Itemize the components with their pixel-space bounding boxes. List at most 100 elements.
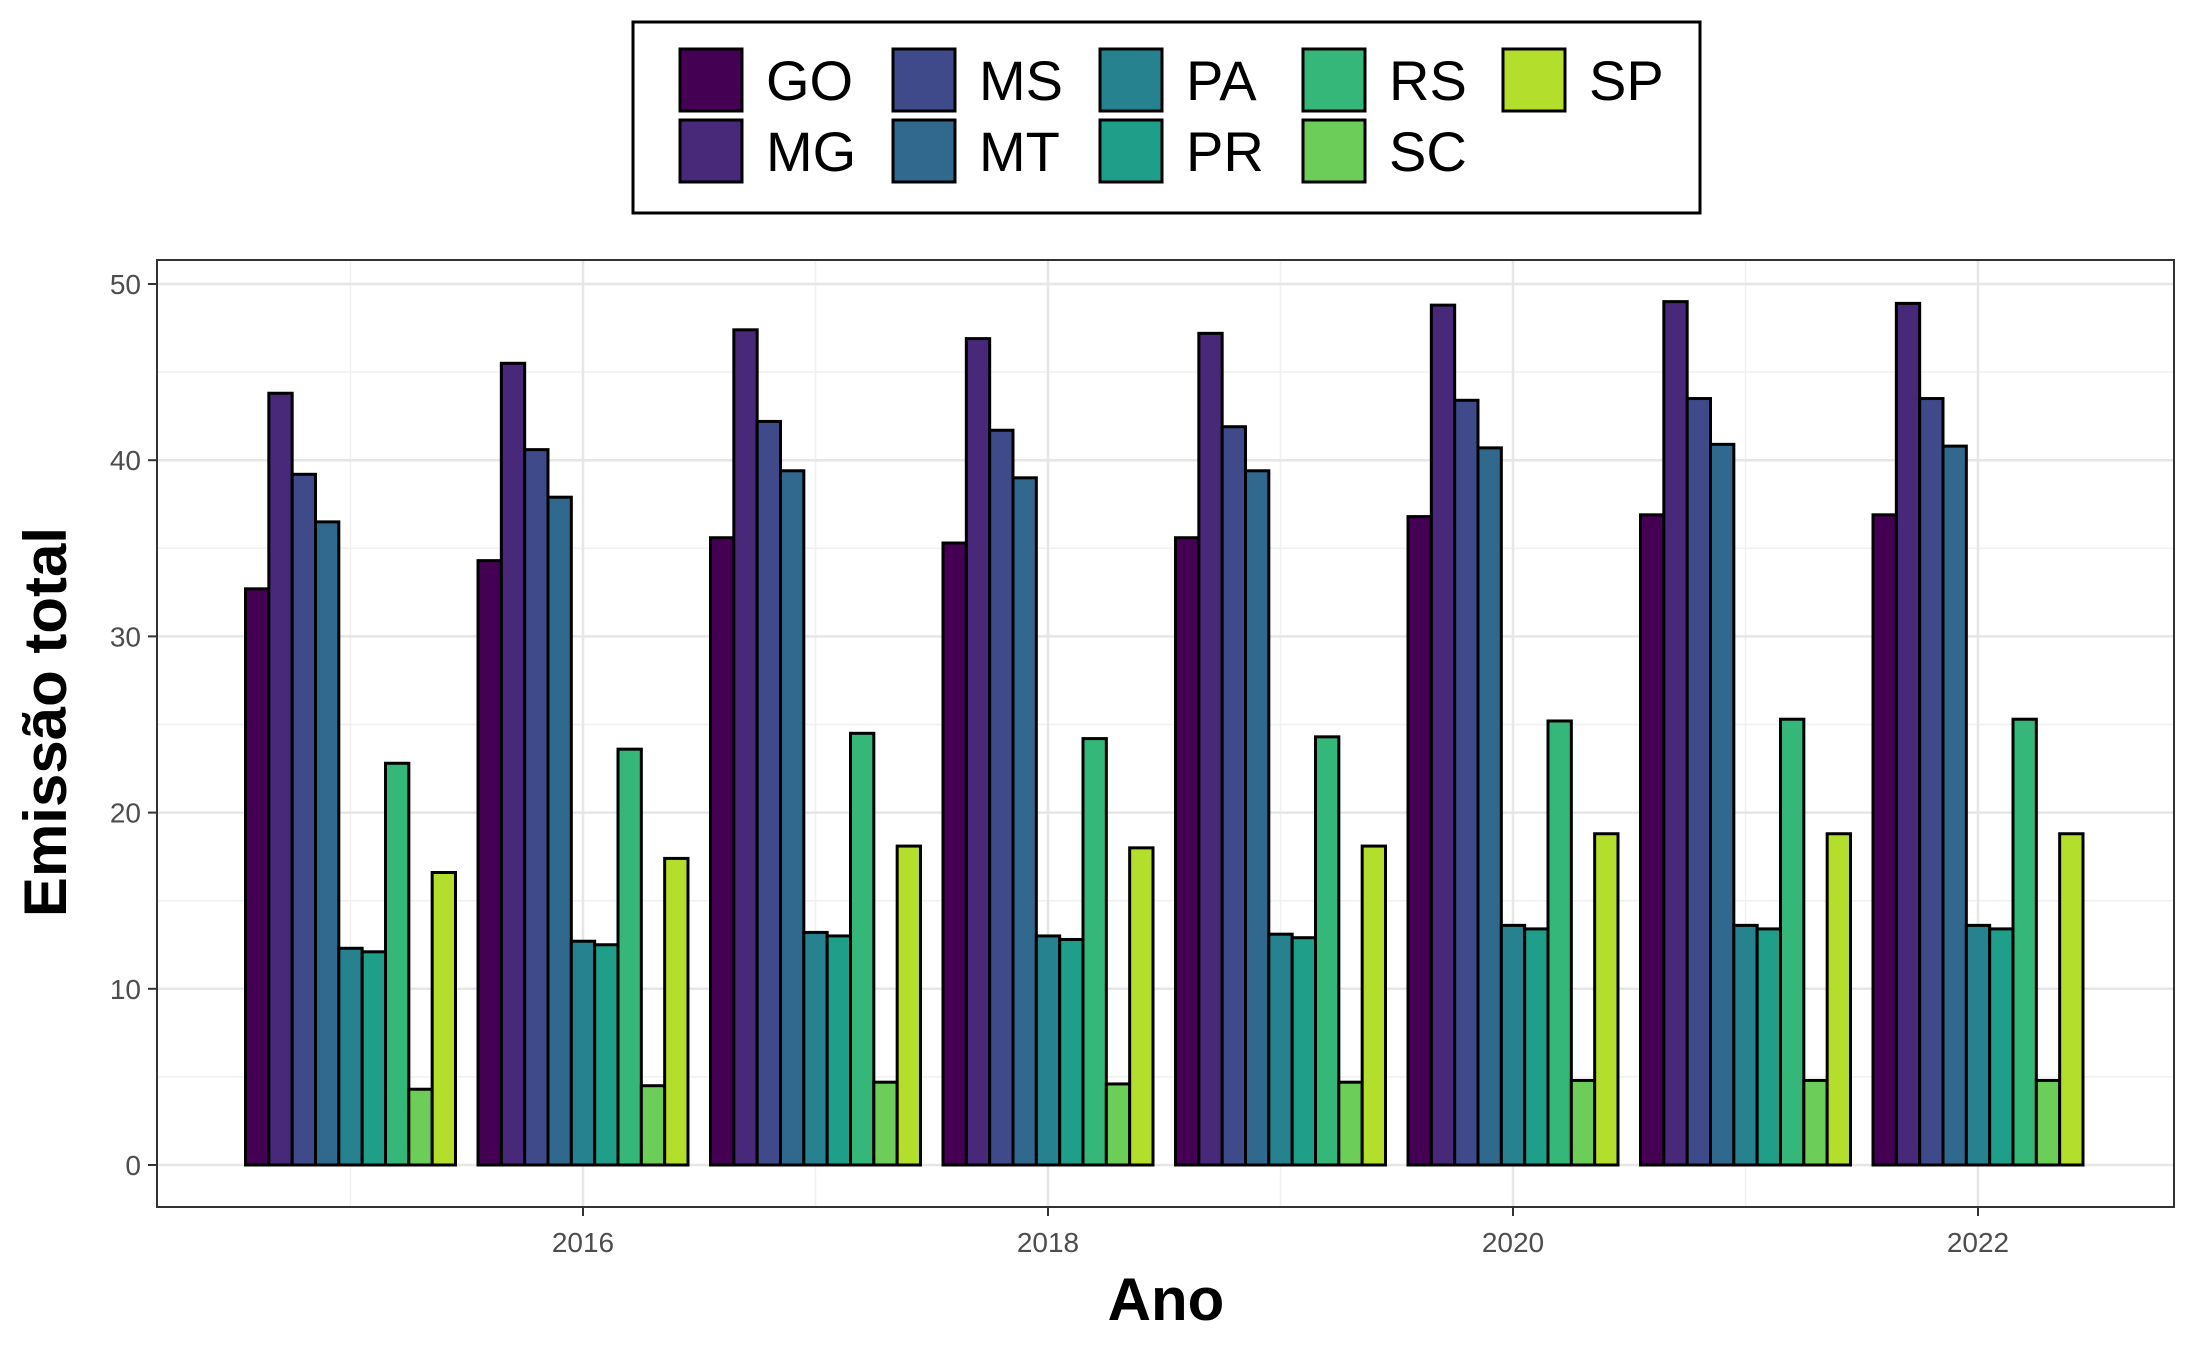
bar-sp-2019 xyxy=(1360,844,1387,1167)
bar-mt-2018 xyxy=(1011,476,1038,1167)
legend-label-mg: MG xyxy=(766,120,856,183)
bar-sp-2022 xyxy=(2058,832,2085,1167)
bar-pr-2015 xyxy=(360,950,387,1167)
bar-sc-2022 xyxy=(2034,1078,2062,1167)
bar-sp-2020 xyxy=(1593,832,1620,1167)
bar-sp-2021 xyxy=(1825,832,1852,1167)
bar-mt-2015 xyxy=(314,520,341,1167)
legend-label-pa: PA xyxy=(1186,49,1257,112)
bar-rs-2017 xyxy=(849,731,876,1167)
bar-mg-2020 xyxy=(1429,303,1457,1167)
bar-go-2018 xyxy=(941,541,968,1167)
bar-mt-2021 xyxy=(1709,442,1736,1167)
x-tick-label: 2022 xyxy=(1947,1227,2009,1258)
bar-pa-2019 xyxy=(1267,932,1294,1167)
bar-pr-2017 xyxy=(825,934,853,1167)
y-tick-label: 40 xyxy=(110,445,141,476)
x-tick-label: 2020 xyxy=(1482,1227,1544,1258)
bar-sp-2018 xyxy=(1128,846,1155,1167)
bar-mg-2019 xyxy=(1197,331,1224,1167)
x-axis-ticks: 2016 2018 2020 2022 xyxy=(552,1207,2009,1258)
legend-key-mg xyxy=(678,118,744,184)
bar-sp-2015 xyxy=(430,871,457,1167)
bar-pr-2019 xyxy=(1290,936,1317,1167)
bar-pa-2016 xyxy=(569,939,597,1167)
legend-label-rs: RS xyxy=(1389,49,1467,112)
legend-label-sc: SC xyxy=(1389,120,1467,183)
y-tick-label: 50 xyxy=(110,269,141,300)
bar-sc-2018 xyxy=(1104,1082,1132,1167)
bar-pa-2018 xyxy=(1034,934,1062,1167)
bar-pr-2016 xyxy=(593,943,620,1167)
bar-mt-2016 xyxy=(546,495,573,1167)
bar-pa-2021 xyxy=(1732,923,1759,1167)
bar-mg-2016 xyxy=(499,361,527,1167)
bar-pr-2022 xyxy=(1988,927,2015,1167)
legend-key-go xyxy=(678,47,744,113)
bar-mt-2017 xyxy=(779,469,806,1167)
bar-rs-2019 xyxy=(1314,735,1341,1167)
bar-sc-2015 xyxy=(407,1087,434,1167)
y-tick-label: 10 xyxy=(110,974,141,1005)
legend-label-mt: MT xyxy=(979,120,1060,183)
bar-ms-2016 xyxy=(523,448,550,1167)
bar-rs-2016 xyxy=(616,747,643,1167)
bar-mg-2015 xyxy=(267,391,294,1167)
bar-pr-2021 xyxy=(1755,927,1782,1167)
bar-sc-2019 xyxy=(1337,1080,1364,1167)
bar-mt-2020 xyxy=(1476,446,1503,1167)
bar-mg-2022 xyxy=(1894,301,1922,1167)
legend-key-ms xyxy=(891,47,957,113)
panel-border xyxy=(156,259,2175,1208)
panel-background xyxy=(157,260,2174,1207)
bar-ms-2017 xyxy=(755,419,783,1167)
legend-key-pr xyxy=(1098,118,1164,184)
y-tick-label: 20 xyxy=(110,798,141,829)
bar-pa-2022 xyxy=(1964,923,1992,1167)
bar-go-2020 xyxy=(1406,515,1433,1167)
legend-key-rs xyxy=(1301,47,1367,113)
legend-label-go: GO xyxy=(766,49,853,112)
bar-mg-2018 xyxy=(964,337,992,1167)
bar-mg-2017 xyxy=(732,328,759,1167)
bar-go-2015 xyxy=(244,587,271,1167)
y-tick-label: 30 xyxy=(110,621,141,652)
bar-pa-2020 xyxy=(1499,923,1527,1167)
legend-label-sp: SP xyxy=(1589,49,1664,112)
bar-ms-2018 xyxy=(988,428,1015,1167)
legend-key-sp xyxy=(1501,47,1567,113)
bar-sc-2017 xyxy=(872,1080,899,1167)
legend: GO MG MS MT PA PR RS SC SP xyxy=(631,20,1702,215)
bar-sc-2021 xyxy=(1802,1078,1829,1167)
bar-rs-2021 xyxy=(1779,717,1806,1167)
legend-label-ms: MS xyxy=(979,49,1063,112)
bar-go-2019 xyxy=(1174,536,1201,1167)
y-axis-title: Emissão total xyxy=(12,527,79,917)
bar-mt-2022 xyxy=(1941,444,1968,1167)
bar-sp-2017 xyxy=(895,844,923,1167)
bar-sc-2016 xyxy=(639,1084,667,1167)
bar-ms-2020 xyxy=(1453,398,1480,1167)
bar-ms-2021 xyxy=(1685,397,1712,1167)
bar-sc-2020 xyxy=(1569,1078,1597,1167)
bar-ms-2015 xyxy=(290,472,317,1167)
bar-go-2016 xyxy=(476,559,503,1167)
bar-rs-2022 xyxy=(2011,717,2038,1167)
bars xyxy=(244,300,2085,1167)
y-tick-label: 0 xyxy=(125,1150,141,1181)
x-tick-label: 2016 xyxy=(552,1227,614,1258)
bar-pa-2017 xyxy=(802,930,829,1167)
bar-go-2022 xyxy=(1871,513,1898,1167)
bar-ms-2022 xyxy=(1918,397,1945,1167)
bar-pr-2018 xyxy=(1058,937,1085,1167)
bar-pa-2015 xyxy=(337,946,364,1167)
bar-rs-2015 xyxy=(384,761,411,1167)
legend-key-pa xyxy=(1098,47,1164,113)
bar-rs-2018 xyxy=(1081,737,1108,1167)
bar-mg-2021 xyxy=(1662,300,1689,1167)
legend-key-mt xyxy=(891,118,957,184)
x-axis-title: Ano xyxy=(1108,1266,1225,1333)
y-axis-ticks: 0 10 20 30 40 50 xyxy=(110,269,157,1181)
bar-mt-2019 xyxy=(1244,469,1271,1167)
